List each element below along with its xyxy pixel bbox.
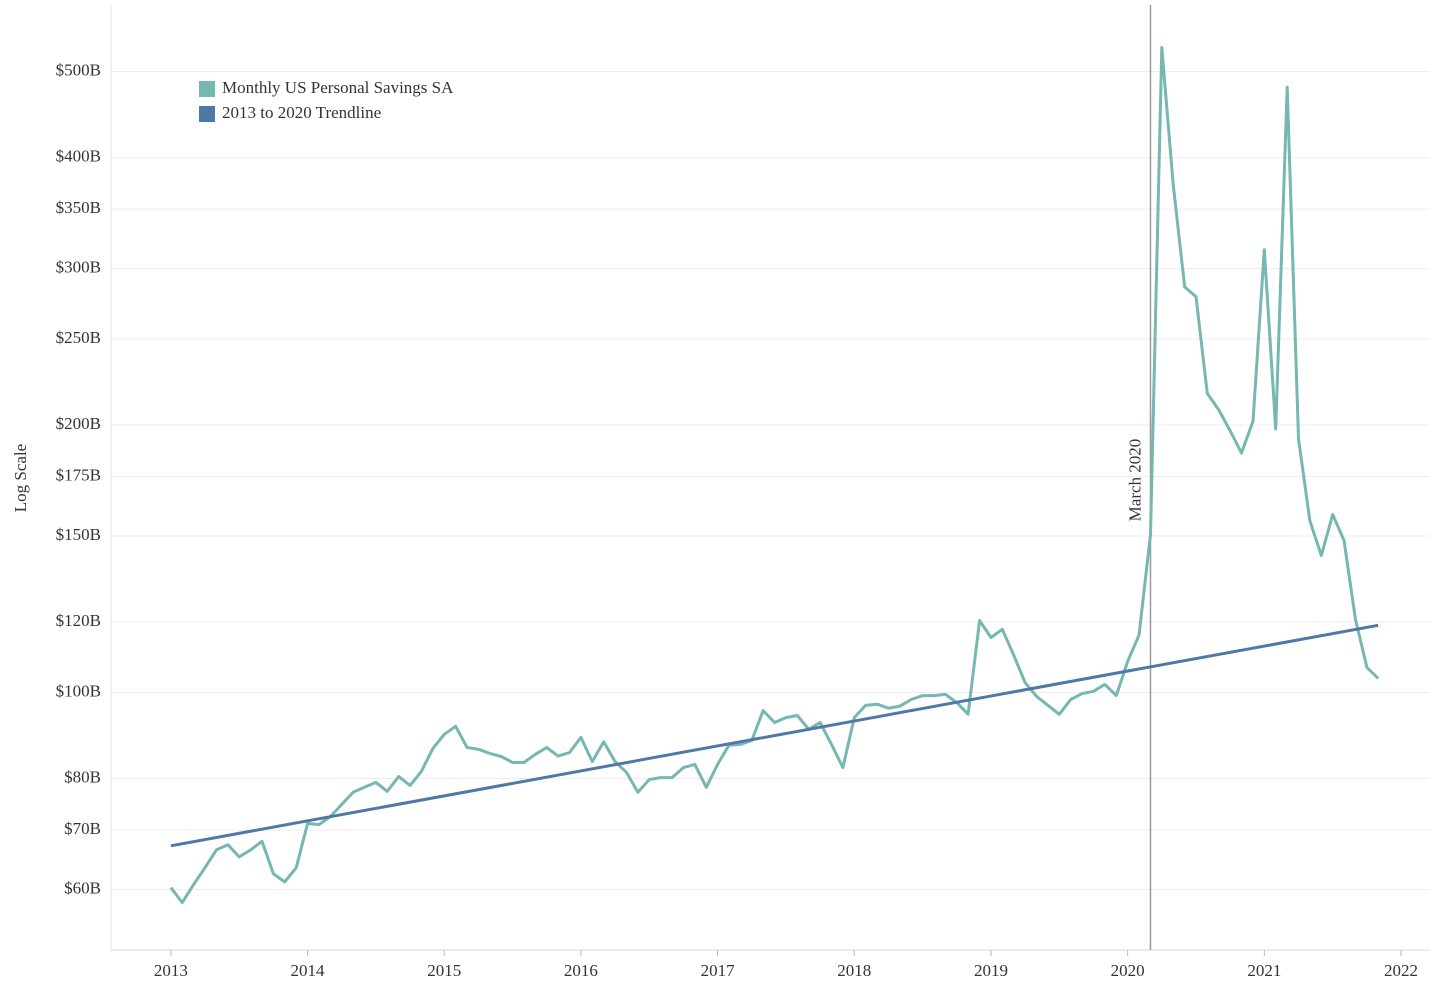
y-tick-label: $300B — [56, 257, 101, 276]
x-tick-label: 2021 — [1247, 961, 1281, 980]
y-tick-label: $350B — [56, 198, 101, 217]
y-tick-label: $70B — [64, 819, 101, 838]
y-tick-label: $200B — [56, 414, 101, 433]
x-tick-label: 2018 — [837, 961, 871, 980]
x-tick-label: 2013 — [154, 961, 188, 980]
y-axis-title: Log Scale — [11, 444, 30, 512]
y-tick-label: $500B — [56, 60, 101, 79]
x-tick-label: 2017 — [701, 961, 736, 980]
y-tick-label: $400B — [56, 146, 101, 165]
y-tick-label: $100B — [56, 681, 101, 700]
y-tick-label: $120B — [56, 611, 101, 630]
x-tick-label: 2016 — [564, 961, 598, 980]
y-tick-label: $250B — [56, 328, 101, 347]
x-tick-label: 2015 — [427, 961, 461, 980]
legend-swatch — [199, 81, 215, 97]
y-tick-label: $80B — [64, 767, 101, 786]
x-tick-label: 2022 — [1384, 961, 1418, 980]
series-line — [170, 623, 1379, 848]
legend-label: 2013 to 2020 Trendline — [222, 103, 381, 122]
x-tick-label: 2019 — [974, 961, 1008, 980]
series-line — [169, 46, 1380, 905]
legend-swatch — [199, 106, 215, 122]
y-tick-label: $175B — [56, 465, 101, 484]
y-tick-label: $150B — [56, 525, 101, 544]
legend-label: Monthly US Personal Savings SA — [222, 78, 454, 97]
x-tick-label: 2014 — [291, 961, 326, 980]
y-tick-label: $60B — [64, 878, 101, 897]
x-tick-label: 2020 — [1111, 961, 1145, 980]
annotation-label: March 2020 — [1125, 439, 1144, 522]
